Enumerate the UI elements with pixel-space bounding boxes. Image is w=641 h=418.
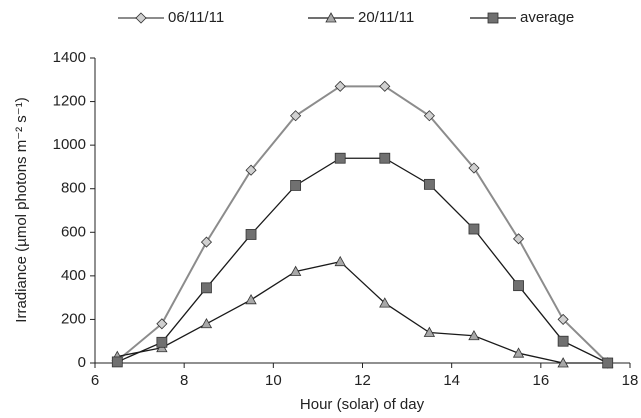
data-point — [379, 80, 391, 92]
series-line — [116, 85, 609, 364]
data-point — [468, 329, 480, 341]
y-tick-label: 1000 — [53, 136, 86, 153]
legend-label: 20/11/11 — [358, 9, 414, 26]
x-axis-label: Hour (solar) of day — [300, 396, 425, 413]
x-tick-label: 12 — [354, 372, 371, 389]
data-point — [334, 152, 346, 164]
data-point — [245, 164, 257, 176]
y-tick-label: 400 — [61, 267, 86, 284]
data-point — [245, 229, 257, 240]
data-point — [557, 335, 569, 347]
data-point — [290, 180, 302, 191]
y-tick-label: 600 — [61, 223, 86, 240]
data-point — [423, 110, 435, 122]
data-point — [512, 347, 525, 358]
data-point — [512, 233, 525, 245]
data-point — [423, 178, 435, 190]
data-point — [379, 152, 391, 164]
data-point — [513, 280, 524, 292]
x-tick-label: 6 — [91, 372, 99, 389]
y-tick-label: 800 — [61, 180, 86, 197]
legend-label: 06/11/11 — [168, 9, 224, 26]
x-tick-label: 16 — [532, 372, 549, 389]
x-tick-label: 8 — [180, 372, 188, 389]
data-point — [156, 336, 168, 348]
data-point — [423, 326, 436, 337]
legend-marker — [135, 12, 147, 24]
x-tick-label: 14 — [443, 372, 460, 389]
y-tick-label: 200 — [61, 310, 86, 327]
data-point — [200, 236, 213, 248]
data-point — [557, 313, 569, 325]
data-point — [111, 356, 123, 368]
data-point — [200, 317, 213, 329]
series-line — [117, 260, 608, 364]
y-tick-label: 0 — [78, 354, 86, 371]
data-point — [156, 318, 168, 330]
data-point — [557, 357, 569, 368]
data-point — [379, 297, 391, 308]
data-point — [245, 293, 257, 305]
data-point — [290, 110, 302, 122]
data-point — [201, 282, 212, 294]
data-point — [289, 265, 302, 276]
legend-marker — [325, 12, 337, 23]
data-point — [334, 255, 346, 267]
series-line — [117, 157, 608, 364]
legend-marker — [487, 12, 499, 24]
y-tick-label: 1200 — [53, 93, 86, 110]
data-point — [602, 357, 614, 369]
x-tick-label: 10 — [265, 372, 282, 389]
x-tick-label: 18 — [622, 372, 639, 389]
y-axis-label: Irradiance (µmol photons m⁻² s⁻¹) — [13, 97, 30, 322]
legend-label: average — [520, 9, 574, 26]
y-tick-label: 1400 — [53, 49, 86, 66]
data-point — [468, 162, 480, 174]
data-point — [468, 223, 480, 235]
data-point — [334, 80, 346, 92]
